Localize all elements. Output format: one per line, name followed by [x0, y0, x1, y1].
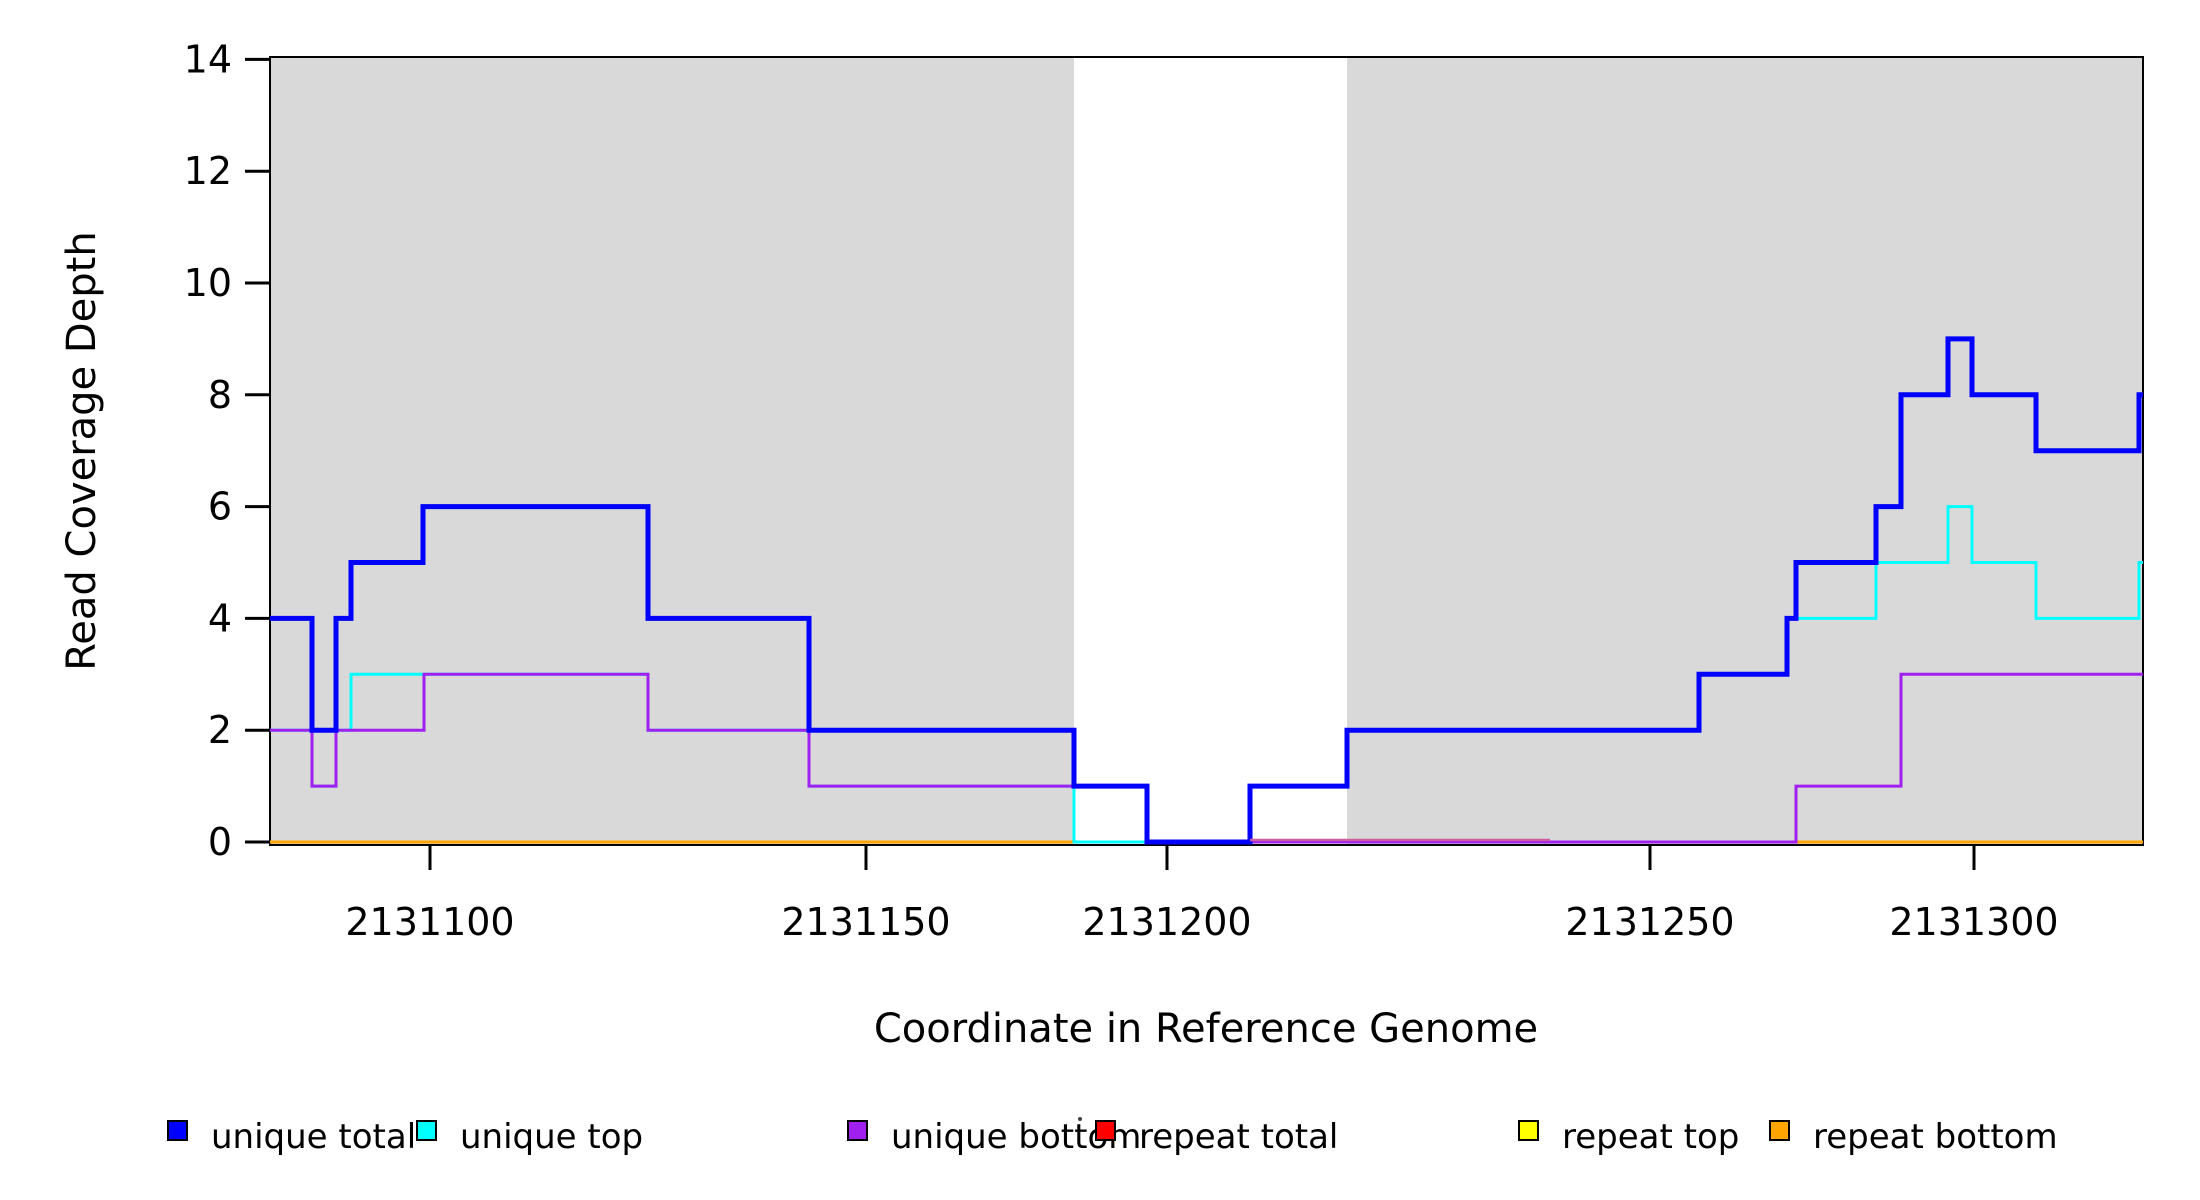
y-tick-label: 8	[208, 373, 232, 417]
x-tick-label: 2131200	[1082, 900, 1251, 944]
series-unique-total-line	[270, 336, 2143, 845]
legend-label: unique total	[211, 1117, 416, 1157]
repeat-region-shade	[270, 58, 1074, 844]
legend-swatch-repeat-top	[1518, 1120, 1539, 1141]
y-tick-label: 0	[208, 820, 232, 864]
y-tick-label: 10	[184, 261, 232, 305]
x-tick-label: 2131100	[345, 900, 514, 944]
y-tick-label: 14	[184, 37, 232, 81]
legend-swatch-repeat-total	[1095, 1120, 1116, 1141]
legend-swatch-unique-bottom	[847, 1120, 868, 1141]
y-tick-label: 4	[208, 596, 232, 640]
legend-label: unique top	[460, 1117, 643, 1157]
y-tick-label: 2	[208, 708, 232, 752]
legend-label: repeat total	[1139, 1117, 1338, 1157]
stray-dot	[1078, 1117, 1082, 1121]
legend-swatch-unique-top	[416, 1120, 437, 1141]
plot-box	[269, 56, 2144, 846]
y-tick-label: 6	[208, 485, 232, 529]
legend-label: repeat top	[1562, 1117, 1739, 1157]
x-tick-label: 2131150	[781, 900, 950, 944]
repeat-region-shade	[1347, 58, 2143, 844]
series-unique-bottom-line	[270, 672, 2143, 844]
x-tick-label: 2131300	[1889, 900, 2058, 944]
legend-swatch-repeat-bottom	[1769, 1120, 1790, 1141]
x-tick-label: 2131250	[1565, 900, 1734, 944]
y-axis-title: Read Coverage Depth	[59, 231, 105, 670]
y-tick-label: 12	[184, 149, 232, 193]
legend-swatch-unique-total	[167, 1120, 188, 1141]
x-axis-title: Coordinate in Reference Genome	[874, 1006, 1538, 1052]
legend-label: repeat bottom	[1813, 1117, 2058, 1157]
